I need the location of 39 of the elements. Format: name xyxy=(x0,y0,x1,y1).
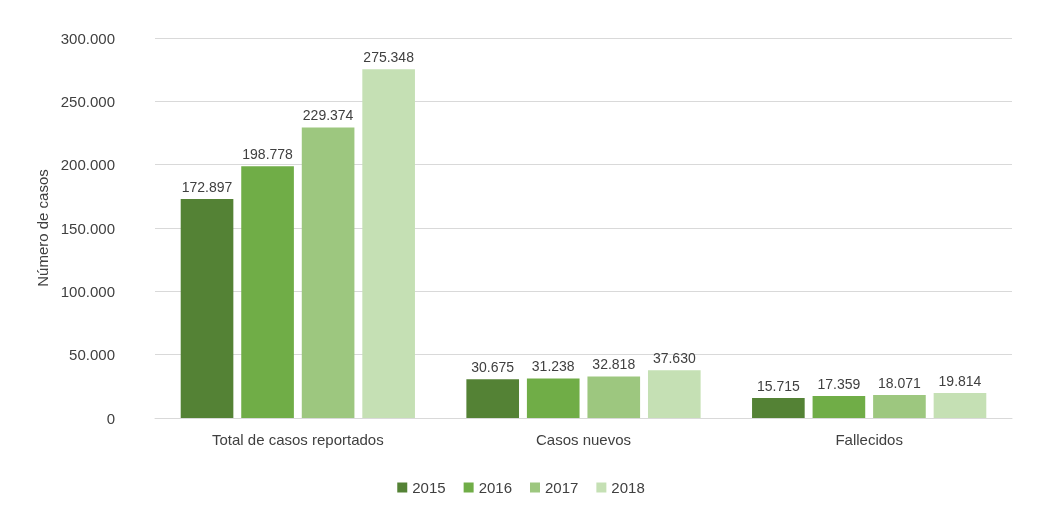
x-tick-label: Total de casos reportados xyxy=(211,431,384,448)
bar xyxy=(466,379,520,418)
legend-label: 2017 xyxy=(545,479,579,496)
data-label: 37.630 xyxy=(652,350,696,367)
y-tick-label: 250.000 xyxy=(60,92,115,110)
bar xyxy=(301,127,355,418)
data-label: 18.071 xyxy=(878,375,922,392)
bar xyxy=(933,392,987,418)
bar xyxy=(647,370,701,418)
data-label: 19.814 xyxy=(938,372,982,389)
bar xyxy=(241,166,294,418)
data-label: 275.348 xyxy=(363,49,415,66)
x-tick-label: Fallecidos xyxy=(835,431,903,448)
bar xyxy=(873,395,926,418)
data-label: 17.359 xyxy=(817,376,861,393)
y-tick-label: 200.000 xyxy=(60,156,115,174)
bar xyxy=(526,378,580,418)
y-tick-label: 100.000 xyxy=(60,282,115,300)
legend-label: 2018 xyxy=(611,479,645,496)
data-label: 198.778 xyxy=(242,146,294,163)
bar xyxy=(180,199,234,418)
y-tick-label: 0 xyxy=(106,409,115,427)
bar xyxy=(812,396,866,418)
data-label: 15.715 xyxy=(756,378,800,395)
data-label: 172.897 xyxy=(181,179,233,195)
legend-label: 2016 xyxy=(478,479,513,496)
y-tick-label: 300.000 xyxy=(60,29,115,47)
legend-label: 2015 xyxy=(412,479,446,496)
y-tick-label: 50.000 xyxy=(69,346,115,364)
data-label: 32.818 xyxy=(592,356,636,373)
bar xyxy=(362,69,415,418)
x-tick-label: Casos nuevos xyxy=(535,431,632,448)
y-axis-title: Número de casos xyxy=(33,169,51,287)
data-label: 30.675 xyxy=(471,359,515,376)
data-label: 229.374 xyxy=(302,107,354,124)
bar xyxy=(752,398,805,418)
y-tick-label: 150.000 xyxy=(60,219,115,237)
data-label: 31.238 xyxy=(531,358,575,375)
bar xyxy=(587,376,641,418)
